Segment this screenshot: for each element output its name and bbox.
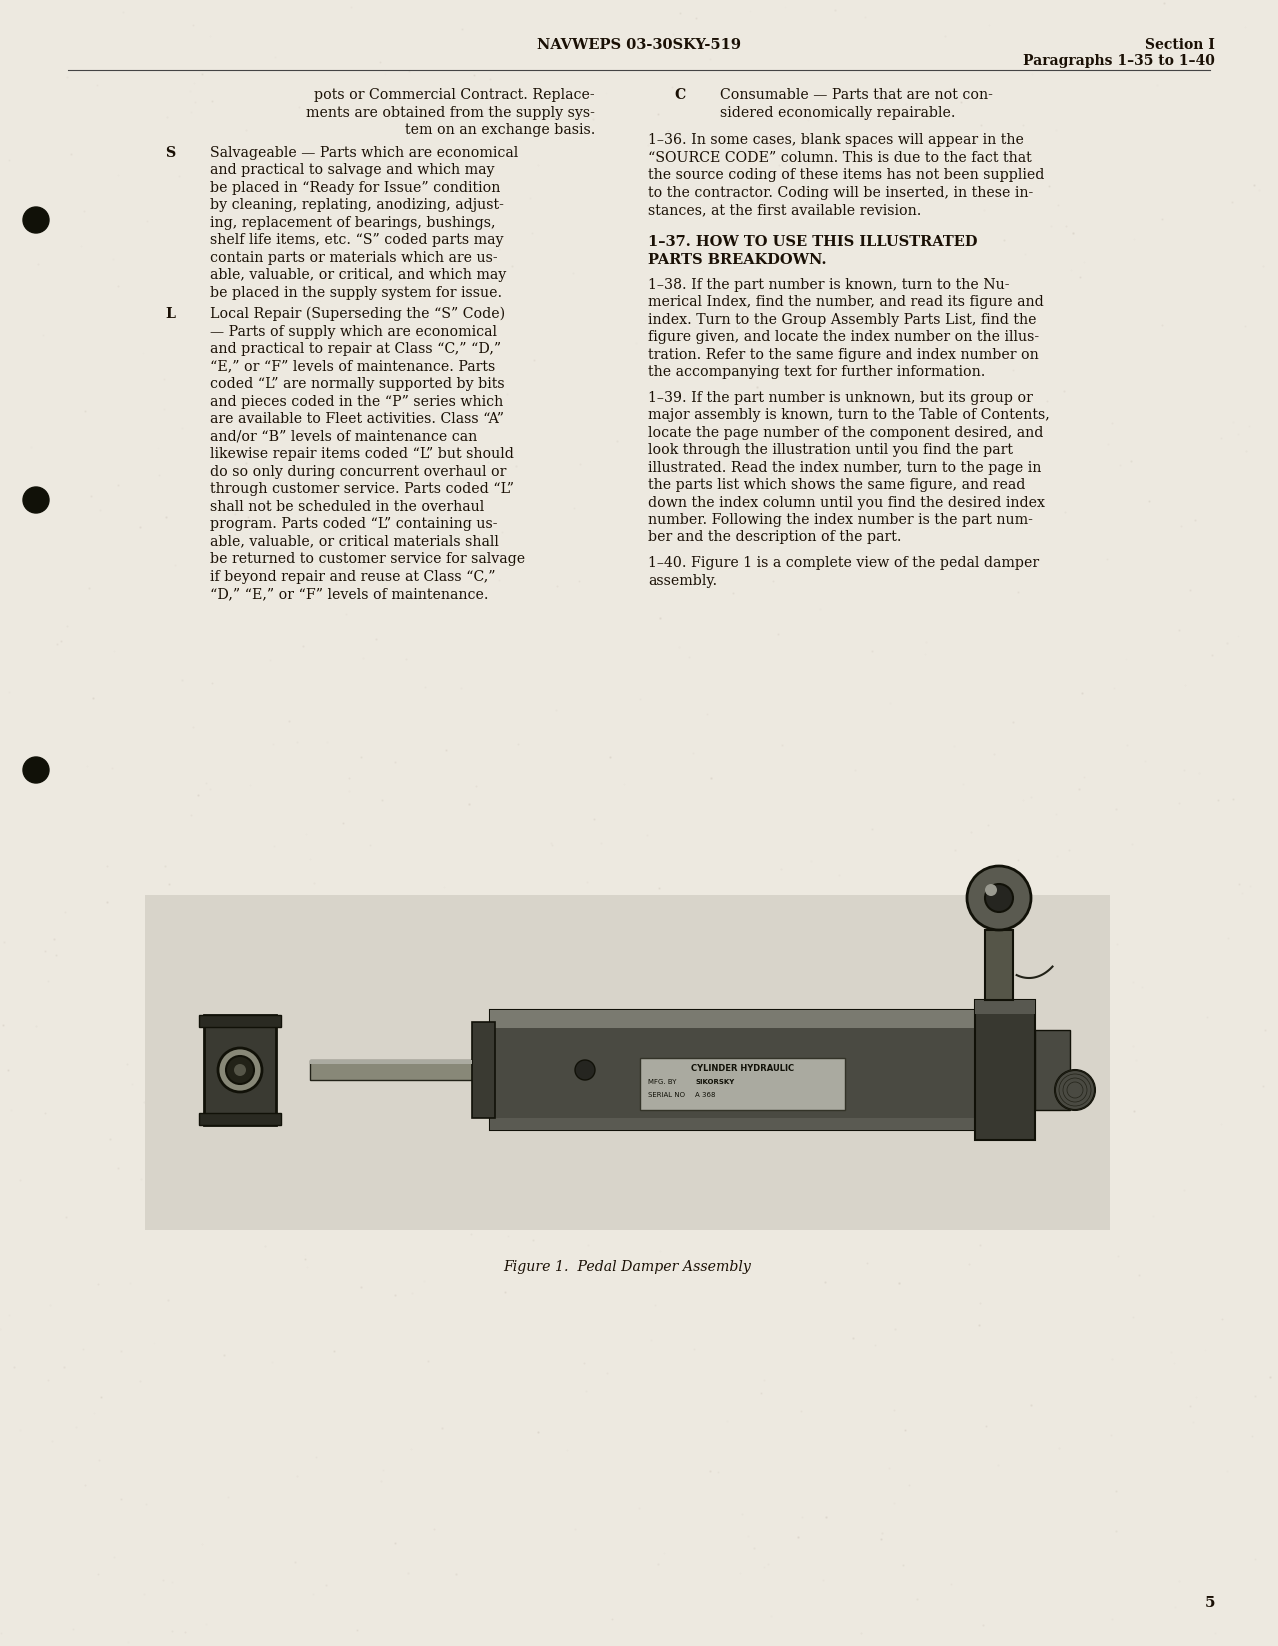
Bar — [311, 1060, 472, 1063]
Text: through customer service. Parts coded “L”: through customer service. Parts coded “L… — [210, 482, 514, 495]
Circle shape — [226, 1057, 254, 1085]
Text: 1–36. In some cases, blank spaces will appear in the: 1–36. In some cases, blank spaces will a… — [648, 133, 1024, 146]
Text: look through the illustration until you find the part: look through the illustration until you … — [648, 443, 1013, 458]
Circle shape — [219, 1049, 262, 1091]
Text: 1–37. HOW TO USE THIS ILLUSTRATED: 1–37. HOW TO USE THIS ILLUSTRATED — [648, 234, 978, 249]
Text: S: S — [165, 145, 175, 160]
Text: Figure 1.  Pedal Damper Assembly: Figure 1. Pedal Damper Assembly — [504, 1259, 751, 1274]
Text: to the contractor. Coding will be inserted, in these in-: to the contractor. Coding will be insert… — [648, 186, 1033, 199]
Text: be returned to customer service for salvage: be returned to customer service for salv… — [210, 551, 525, 566]
Text: able, valuable, or critical materials shall: able, valuable, or critical materials sh… — [210, 535, 498, 548]
Text: and/or “B” levels of maintenance can: and/or “B” levels of maintenance can — [210, 430, 477, 443]
Circle shape — [23, 757, 49, 783]
Bar — [1035, 1030, 1070, 1109]
Text: shelf life items, etc. “S” coded parts may: shelf life items, etc. “S” coded parts m… — [210, 234, 504, 247]
Bar — [489, 1011, 980, 1029]
Bar — [204, 1016, 276, 1124]
Text: shall not be scheduled in the overhaul: shall not be scheduled in the overhaul — [210, 499, 484, 514]
Bar — [489, 1011, 980, 1131]
Circle shape — [23, 207, 49, 234]
Circle shape — [23, 487, 49, 514]
Text: and practical to repair at Class “C,” “D,”: and practical to repair at Class “C,” “D… — [210, 342, 501, 356]
Text: C: C — [675, 87, 685, 102]
Text: sidered economically repairable.: sidered economically repairable. — [720, 105, 956, 120]
Text: the parts list which shows the same figure, and read: the parts list which shows the same figu… — [648, 477, 1025, 492]
Text: Paragraphs 1–35 to 1–40: Paragraphs 1–35 to 1–40 — [1024, 54, 1215, 67]
Bar — [472, 1022, 495, 1118]
Text: Local Repair (Superseding the “S” Code): Local Repair (Superseding the “S” Code) — [210, 308, 505, 321]
Text: PARTS BREAKDOWN.: PARTS BREAKDOWN. — [648, 253, 827, 267]
Text: MFG. BY: MFG. BY — [648, 1080, 676, 1085]
Text: locate the page number of the component desired, and: locate the page number of the component … — [648, 426, 1043, 439]
Text: “SOURCE CODE” column. This is due to the fact that: “SOURCE CODE” column. This is due to the… — [648, 150, 1031, 165]
Circle shape — [985, 884, 997, 895]
Text: stances, at the first available revision.: stances, at the first available revision… — [648, 202, 921, 217]
Bar — [975, 1001, 1035, 1014]
Circle shape — [575, 1060, 596, 1080]
Bar — [489, 1118, 980, 1131]
Bar — [985, 930, 1013, 1001]
Text: be placed in “Ready for Issue” condition: be placed in “Ready for Issue” condition — [210, 181, 501, 194]
Text: — Parts of supply which are economical: — Parts of supply which are economical — [210, 324, 497, 339]
Text: index. Turn to the Group Assembly Parts List, find the: index. Turn to the Group Assembly Parts … — [648, 313, 1036, 326]
Text: major assembly is known, turn to the Table of Contents,: major assembly is known, turn to the Tab… — [648, 408, 1049, 421]
Bar — [144, 895, 1111, 1230]
Text: tration. Refer to the same figure and index number on: tration. Refer to the same figure and in… — [648, 347, 1039, 362]
Circle shape — [967, 866, 1031, 930]
Bar — [975, 1001, 1035, 1141]
Text: pots or Commercial Contract. Replace-: pots or Commercial Contract. Replace- — [314, 87, 596, 102]
Text: ments are obtained from the supply sys-: ments are obtained from the supply sys- — [307, 105, 596, 120]
Text: program. Parts coded “L” containing us-: program. Parts coded “L” containing us- — [210, 517, 497, 532]
Bar — [199, 1016, 281, 1027]
Bar — [640, 1058, 845, 1109]
Text: number. Following the index number is the part num-: number. Following the index number is th… — [648, 514, 1033, 527]
Text: the source coding of these items has not been supplied: the source coding of these items has not… — [648, 168, 1044, 183]
Text: L: L — [165, 308, 175, 321]
Text: the accompanying text for further information.: the accompanying text for further inform… — [648, 365, 985, 379]
Text: 1–40. Figure 1 is a complete view of the pedal damper: 1–40. Figure 1 is a complete view of the… — [648, 556, 1039, 570]
Text: “E,” or “F” levels of maintenance. Parts: “E,” or “F” levels of maintenance. Parts — [210, 359, 496, 374]
Text: likewise repair items coded “L” but should: likewise repair items coded “L” but shou… — [210, 448, 514, 461]
Text: Section I: Section I — [1145, 38, 1215, 53]
Text: NAVWEPS 03-30SKY-519: NAVWEPS 03-30SKY-519 — [537, 38, 741, 53]
Text: and practical to salvage and which may: and practical to salvage and which may — [210, 163, 495, 178]
Bar — [199, 1113, 281, 1124]
Text: be placed in the supply system for issue.: be placed in the supply system for issue… — [210, 285, 502, 300]
Text: and pieces coded in the “P” series which: and pieces coded in the “P” series which — [210, 395, 504, 408]
Text: tem on an exchange basis.: tem on an exchange basis. — [405, 123, 596, 137]
Circle shape — [1056, 1070, 1095, 1109]
Text: Consumable — Parts that are not con-: Consumable — Parts that are not con- — [720, 87, 993, 102]
Text: A 368: A 368 — [695, 1091, 716, 1098]
Text: Salvageable — Parts which are economical: Salvageable — Parts which are economical — [210, 145, 519, 160]
Text: figure given, and locate the index number on the illus-: figure given, and locate the index numbe… — [648, 329, 1039, 344]
Circle shape — [985, 884, 1013, 912]
Text: ing, replacement of bearings, bushings,: ing, replacement of bearings, bushings, — [210, 216, 496, 229]
Text: 5: 5 — [1204, 1597, 1215, 1610]
Text: illustrated. Read the index number, turn to the page in: illustrated. Read the index number, turn… — [648, 461, 1042, 474]
Text: do so only during concurrent overhaul or: do so only during concurrent overhaul or — [210, 464, 506, 479]
Text: ber and the description of the part.: ber and the description of the part. — [648, 530, 901, 545]
Text: 1–38. If the part number is known, turn to the Nu-: 1–38. If the part number is known, turn … — [648, 278, 1010, 291]
Circle shape — [234, 1063, 245, 1076]
Text: are available to Fleet activities. Class “A”: are available to Fleet activities. Class… — [210, 412, 504, 426]
Text: SIKORSKY: SIKORSKY — [695, 1080, 735, 1085]
Text: down the index column until you find the desired index: down the index column until you find the… — [648, 495, 1045, 510]
Text: contain parts or materials which are us-: contain parts or materials which are us- — [210, 250, 497, 265]
Text: able, valuable, or critical, and which may: able, valuable, or critical, and which m… — [210, 268, 506, 281]
Text: coded “L” are normally supported by bits: coded “L” are normally supported by bits — [210, 377, 505, 392]
Text: merical Index, find the number, and read its figure and: merical Index, find the number, and read… — [648, 295, 1044, 309]
Text: CYLINDER HYDRAULIC: CYLINDER HYDRAULIC — [691, 1063, 794, 1073]
Text: if beyond repair and reuse at Class “C,”: if beyond repair and reuse at Class “C,” — [210, 570, 496, 583]
Text: “D,” “E,” or “F” levels of maintenance.: “D,” “E,” or “F” levels of maintenance. — [210, 588, 488, 601]
Text: assembly.: assembly. — [648, 573, 717, 588]
Text: SERIAL NO: SERIAL NO — [648, 1091, 685, 1098]
Text: 1–39. If the part number is unknown, but its group or: 1–39. If the part number is unknown, but… — [648, 390, 1033, 405]
Bar — [311, 1060, 472, 1080]
Text: by cleaning, replating, anodizing, adjust-: by cleaning, replating, anodizing, adjus… — [210, 198, 504, 212]
